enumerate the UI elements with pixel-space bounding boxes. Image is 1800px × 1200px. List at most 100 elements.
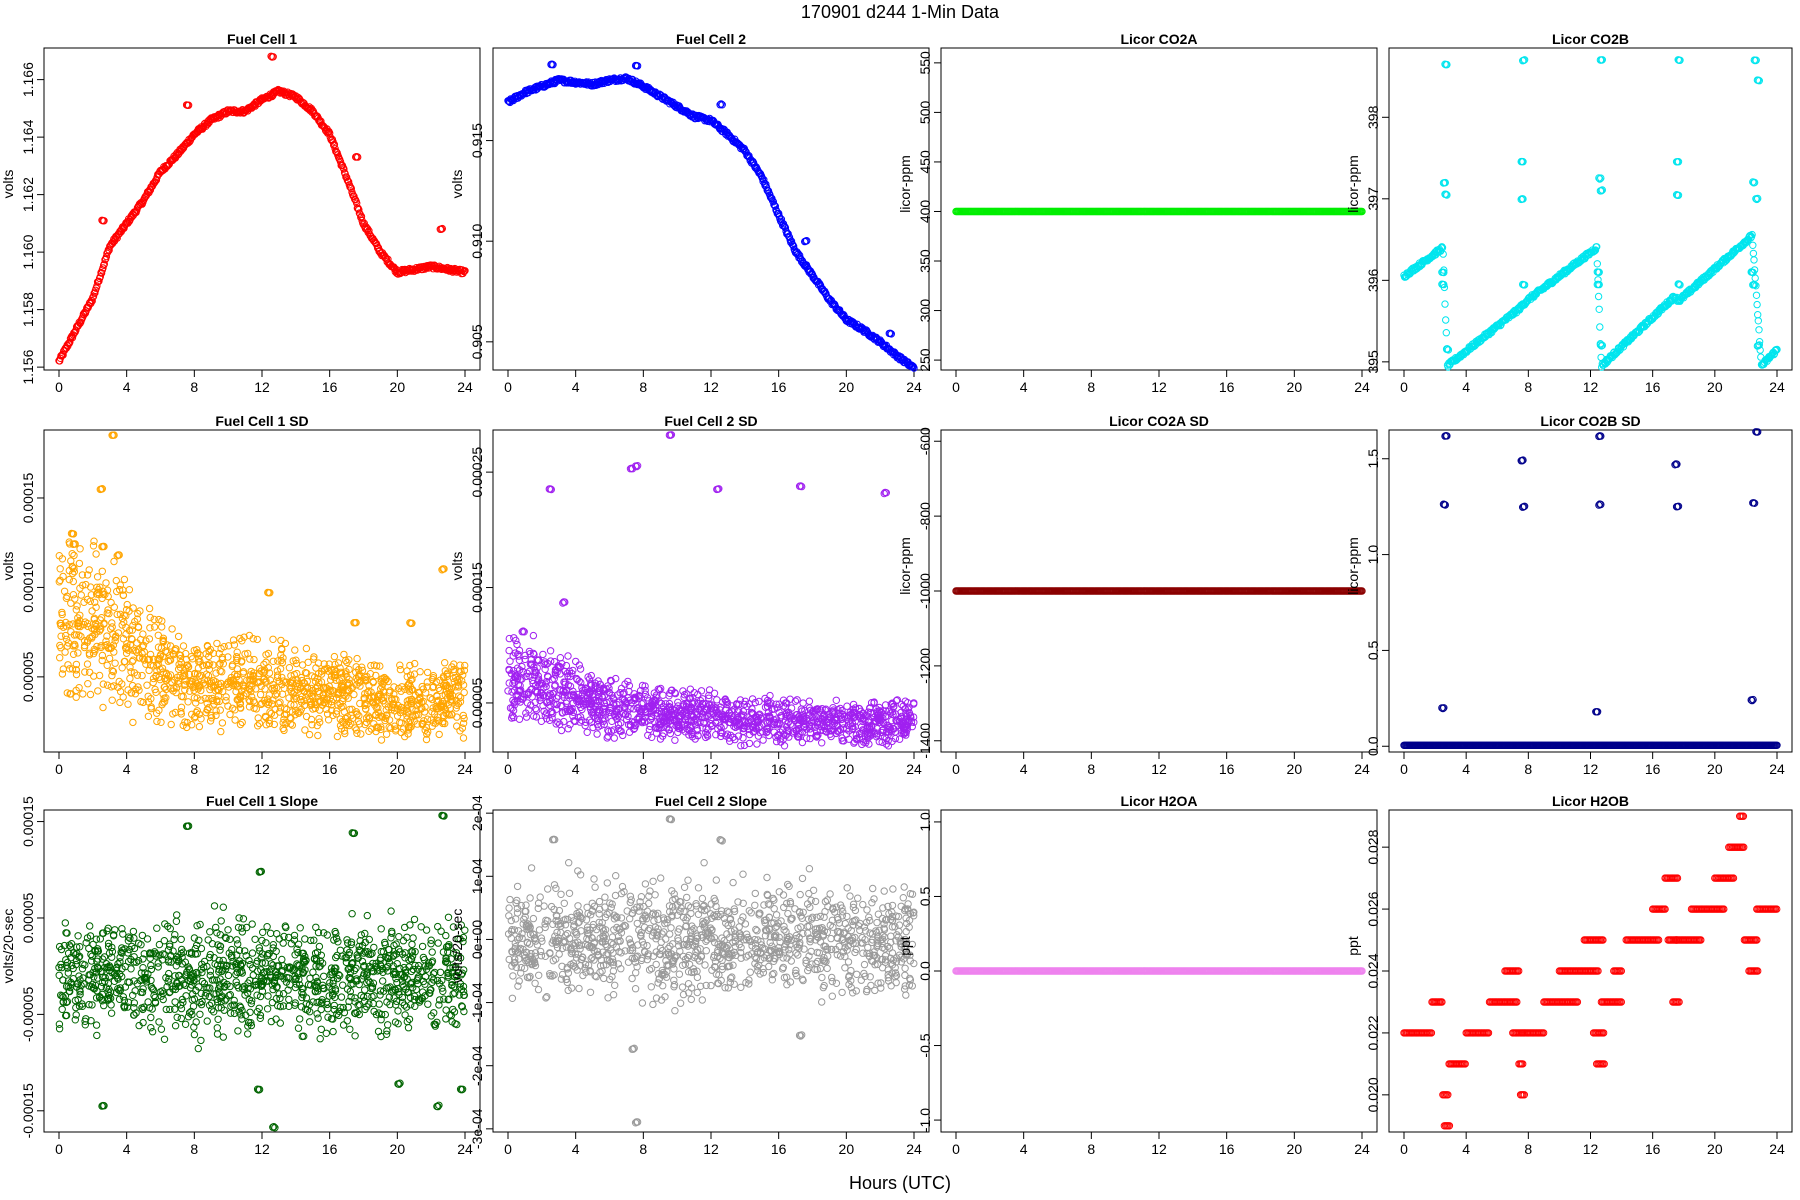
data-point [105,654,114,663]
data-point [324,128,332,137]
data-point [124,700,132,708]
data-point [112,576,121,585]
y-tick-label: 0.915 [469,123,485,158]
data-point [57,644,65,652]
data-point [360,219,368,228]
data-point [120,575,129,584]
data-point [110,603,119,611]
x-tick-label: 24 [457,761,473,777]
data-point [94,687,102,695]
data-point [83,660,92,668]
y-tick-label: 0.00015 [20,472,36,523]
data-point [780,742,789,750]
data-point [102,252,111,261]
x-tick-label: 4 [123,379,131,395]
data-point [832,696,840,704]
data-point [111,659,119,667]
x-tick-label: 8 [190,761,198,777]
data-point [145,604,154,613]
data-point [149,678,157,687]
data-point [218,719,227,727]
data-point [256,690,265,699]
data-point [129,718,137,727]
data-point [195,722,204,731]
data-point [648,733,656,741]
data-point [564,652,572,660]
data-point [57,632,65,640]
data-point [753,740,761,748]
x-tick-label: 16 [1645,379,1661,395]
data-point [686,685,695,693]
data-points [952,207,1366,216]
data-point [1596,323,1604,331]
data-point [671,736,679,744]
y-tick-label: 1.158 [20,292,36,327]
data-point [285,664,294,672]
x-tick-label: 4 [572,761,580,777]
data-point [144,712,153,720]
y-axis-label: volts [0,170,16,199]
data-point [350,192,358,201]
x-tick-label: 20 [390,761,406,777]
x-tick-label: 12 [1151,379,1167,395]
data-point [179,642,188,650]
x-tick-label: 0 [55,761,63,777]
plot-frame [492,47,930,371]
panel-fuel-cell-1-sd: Fuel Cell 1 SD0 4 8 12 16 20 240.000050.000100… [0,413,481,777]
data-point [697,687,706,695]
outlier-point [100,217,108,225]
data-point [84,680,92,688]
panel-title: Fuel Cell 2 SD [664,413,757,429]
data-point [355,206,363,214]
data-point [113,234,121,242]
data-points [55,52,469,365]
data-point [81,668,89,676]
y-tick-label: 350 [917,249,933,273]
data-points [504,60,918,372]
x-tick-label: 8 [639,761,647,777]
data-point [713,696,721,704]
data-point [314,731,322,740]
x-tick-label: 24 [1769,379,1785,395]
data-point [139,630,147,638]
x-tick-label: 8 [639,379,647,395]
figure-title: 170901 d244 1-Min Data [801,2,1000,22]
x-tick-label: 12 [1583,379,1599,395]
data-point [666,729,675,738]
data-point [86,690,95,699]
data-point [99,703,107,712]
data-point [97,269,106,277]
data-point [1442,316,1450,324]
data-point [277,636,285,645]
x-tick-label: 0 [504,761,512,777]
data-point [56,654,64,662]
x-tick-label: 8 [1087,379,1095,395]
data-point [119,693,127,701]
x-tick-label: 12 [703,379,719,395]
x-tick-label: 12 [254,379,270,395]
data-point [95,671,104,680]
data-point [88,607,96,615]
y-axis-label: volts [449,170,465,199]
data-point [1754,317,1763,325]
data-point [377,736,386,744]
outlier-point [438,224,446,233]
x-tick-label: 16 [322,379,338,395]
data-point [77,591,86,599]
data-point [108,696,116,704]
data-point [197,696,205,704]
x-tick-label: 20 [839,379,855,395]
y-tick-label: 550 [917,51,933,75]
data-point [382,730,391,738]
data-point [461,267,469,275]
data-point [426,694,434,702]
data-point [576,665,585,673]
data-point [459,734,468,742]
outlier-point [354,153,362,161]
data-point [90,672,98,680]
data-point [167,720,175,729]
y-tick-label: 450 [917,150,933,174]
data-point [641,686,649,695]
x-axis-label: Hours (UTC) [849,1173,951,1193]
